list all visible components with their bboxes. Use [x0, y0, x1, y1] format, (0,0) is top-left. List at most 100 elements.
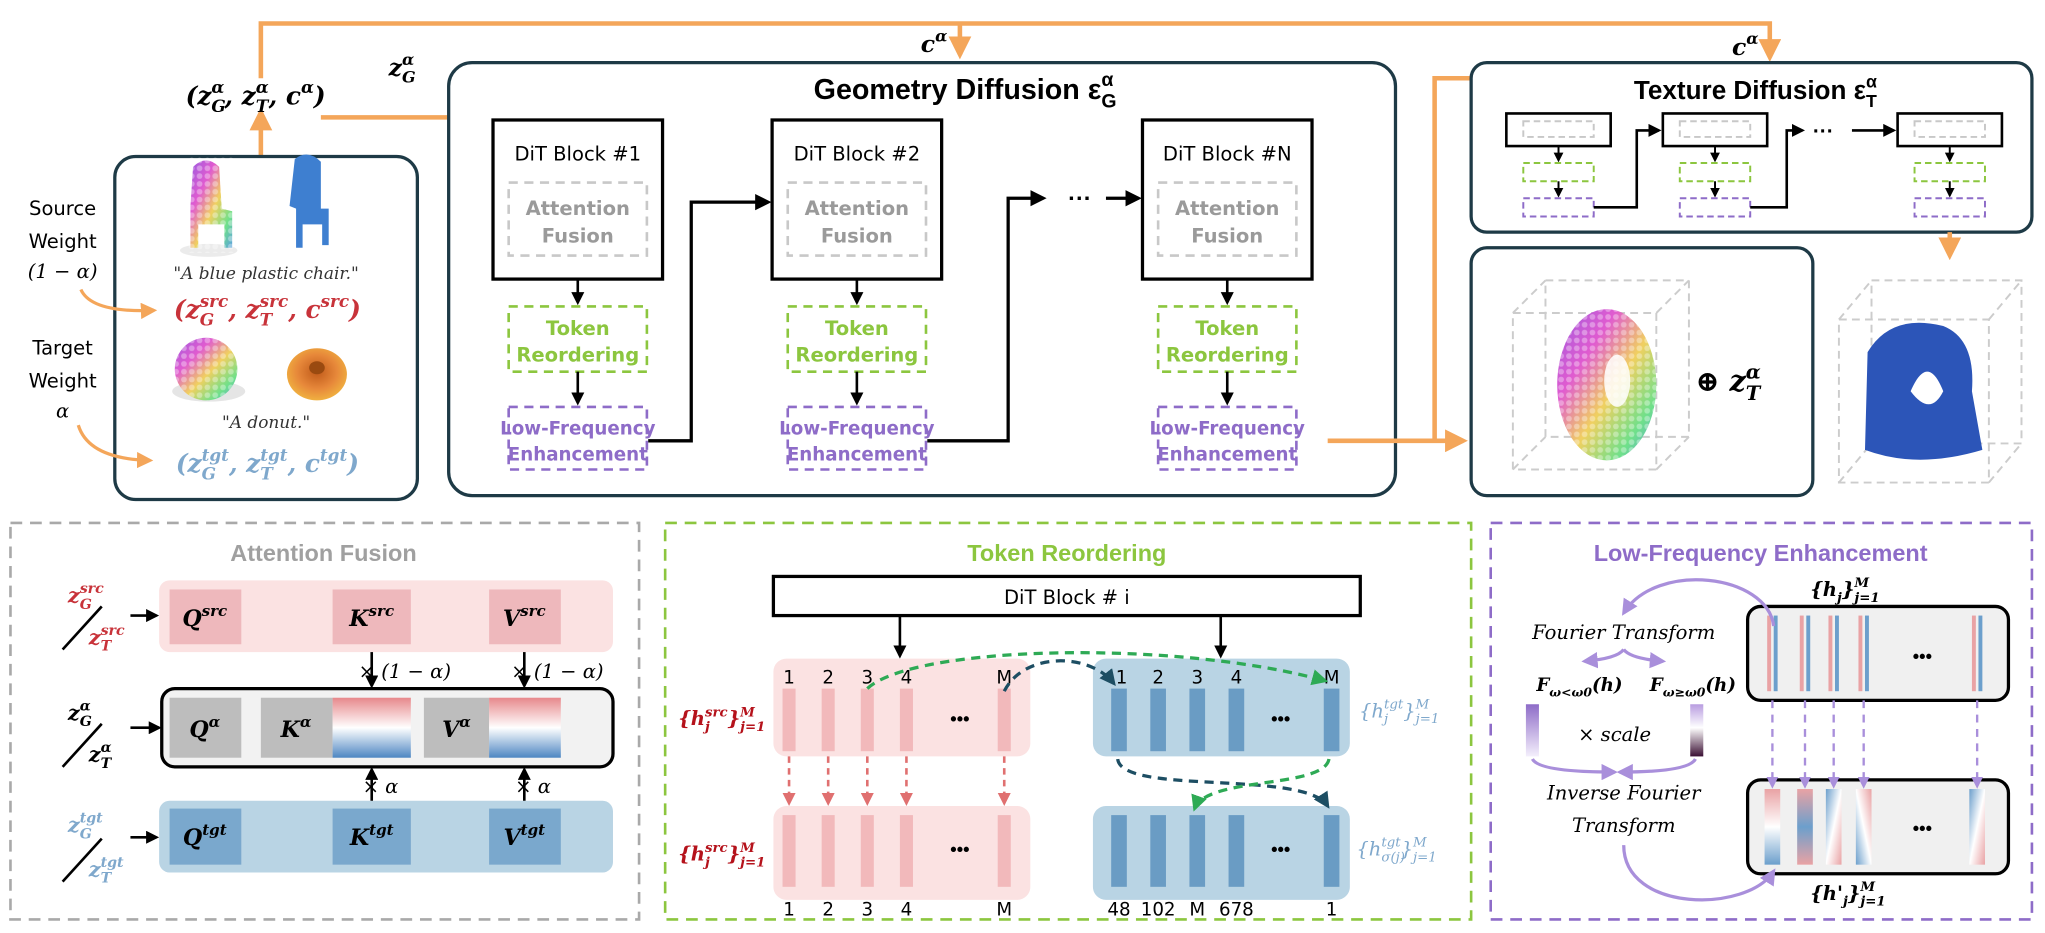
- texture-arrow-2-ellipsis: [1750, 123, 1805, 209]
- lfe-module: [507, 405, 649, 471]
- c-alpha-connector: [258, 21, 1782, 79]
- src-token-index: 4: [901, 667, 913, 688]
- source-weight-arrow: [79, 288, 158, 320]
- key-gradient: [332, 697, 411, 758]
- k-tgt: Ktgt: [349, 821, 394, 851]
- c-alpha-label-geometry: cα: [921, 27, 948, 59]
- attention-fusion-panel: Attention Fusion Qsrc Ksrc Vsrc Qα Kα Vα…: [9, 521, 641, 921]
- value-gradient: [489, 697, 561, 758]
- attention-fusion-module: [507, 181, 649, 257]
- weight-tgt-right: × α: [515, 775, 551, 798]
- texture-block-box: [1505, 112, 1612, 148]
- source-weight-label-1: Source: [29, 197, 96, 220]
- low-freq-bar: [1525, 704, 1539, 757]
- source-weight-label-2: Weight: [29, 230, 97, 253]
- texture-attention-module: [1913, 120, 1986, 138]
- output-bar: [1825, 789, 1842, 865]
- alpha-zt-input: zTα: [88, 740, 113, 772]
- attention-fusion-frame: [9, 521, 641, 921]
- src-token-index: 2: [822, 667, 834, 688]
- dit-block-label: DiT Block #N: [1163, 142, 1292, 165]
- src-top-ellipsis: •••: [950, 708, 969, 729]
- dit-block-box: [770, 118, 944, 281]
- texture-token-module: [1913, 162, 1986, 183]
- k-alpha: Kα: [280, 713, 312, 743]
- high-freq-bar: [1690, 704, 1704, 757]
- reorder-arrow-M-to-1: [1002, 659, 1116, 692]
- lfe-label: Enhancement: [1157, 444, 1297, 465]
- v-tgt: Vtgt: [503, 821, 545, 851]
- src-zg-input: zGsrc: [67, 581, 104, 613]
- tgt-token-bar: [1323, 688, 1340, 752]
- to-output-arrow: [1622, 845, 1776, 902]
- dit-block-i: [771, 574, 1362, 618]
- lfe-title: Low-Frequency Enhancement: [1594, 540, 1928, 566]
- input-bar-blue: [1773, 615, 1778, 692]
- tgt-token-bar: [1150, 688, 1166, 752]
- tgt-token-bar: [1323, 815, 1340, 887]
- attention-fusion-module: [786, 181, 928, 257]
- texture-arrow-1-2: [1593, 123, 1662, 209]
- attention-fusion-label: Attention: [526, 197, 630, 220]
- src-token-bar: [860, 688, 874, 752]
- dit-block-2: DiT Block #2 Attention Fusion Token Reorderi…: [770, 118, 944, 471]
- lfe-output-ellipsis: •••: [1913, 818, 1932, 839]
- v-alpha: Vα: [442, 713, 471, 743]
- target-weight-label-3: α: [56, 399, 69, 422]
- tgt-token-bar: [1111, 815, 1127, 887]
- token-reordering-frame: [663, 521, 1473, 921]
- tgt-token-index: 4: [1231, 667, 1243, 688]
- tgt-tokens-top: [1092, 658, 1350, 757]
- token-reordering-label: Reordering: [1166, 343, 1289, 366]
- tgt-token-bar: [1189, 815, 1206, 887]
- lfe-module: [786, 405, 928, 471]
- tgt-token-bar: [1228, 688, 1245, 752]
- texture-block-box: [1896, 112, 2004, 148]
- src-token-bar: [782, 688, 796, 752]
- reorder-arrow-1-to-last: [1116, 758, 1330, 809]
- texture-title: Texture Diffusion εTα: [1634, 71, 1877, 111]
- geometry-ellipsis: ···: [1068, 185, 1091, 211]
- lfe-module: [1156, 405, 1298, 471]
- scale-label: × scale: [1578, 723, 1651, 746]
- tgt-token-bar: [1189, 688, 1206, 752]
- source-pointcloud-image: [180, 156, 238, 257]
- output-bar: [1969, 789, 1985, 865]
- dit-block-3: DiT Block #N Attention Fusion Token Reorderi…: [1140, 118, 1314, 471]
- output-panel: ⊕ zTα: [1469, 246, 2023, 498]
- token-reordering-label: Token: [546, 317, 610, 340]
- input-bar-red: [1799, 615, 1804, 692]
- geometry-title: Geometry Diffusion εGα: [814, 69, 1117, 113]
- tgt-token-index: 1: [1116, 667, 1128, 688]
- output-bar: [1764, 789, 1781, 865]
- textured-mesh-image: [1864, 322, 1983, 460]
- dit-block-i-label: DiT Block # i: [1004, 586, 1130, 609]
- tgt-token-index: 2: [1152, 667, 1164, 688]
- lfe-label: Low-Frequency: [1150, 418, 1306, 439]
- tgt-perm-set: {hσ(j)tgt}j=1M: [1356, 836, 1436, 866]
- src-token-bar: [821, 688, 835, 752]
- token-reordering-label: Reordering: [516, 343, 639, 366]
- src-bottom-ellipsis: •••: [950, 839, 969, 860]
- source-mesh-image: [289, 154, 329, 248]
- src-token-bar: [860, 815, 874, 887]
- target-mesh-image: [286, 348, 347, 401]
- tgt-zt-input: zTtgt: [88, 855, 124, 887]
- texture-lfe-module: [1913, 197, 1986, 218]
- target-weight-arrow: [76, 424, 154, 469]
- lfe-input-strip: [1745, 604, 2011, 702]
- tgt-token-bar: [1150, 815, 1166, 887]
- tgt-token-index: 3: [1191, 667, 1203, 688]
- src-token-index: 1: [783, 900, 795, 921]
- weight-tgt-left: × α: [363, 775, 399, 798]
- src-token-bar: [821, 815, 835, 887]
- fourier-label: Fourier Transform: [1531, 621, 1715, 644]
- low-freq-label: Fω<ω0(h): [1535, 675, 1622, 699]
- tgt-token-index: 1: [1326, 900, 1338, 921]
- tgt-token-index: 48: [1107, 900, 1130, 921]
- input-bar-blue: [1864, 615, 1869, 692]
- texture-block-box: [1661, 112, 1769, 148]
- src-token-index: 1: [783, 667, 795, 688]
- tgt-bottom-ellipsis: •••: [1271, 839, 1290, 860]
- lfe-input-ellipsis: •••: [1913, 646, 1932, 667]
